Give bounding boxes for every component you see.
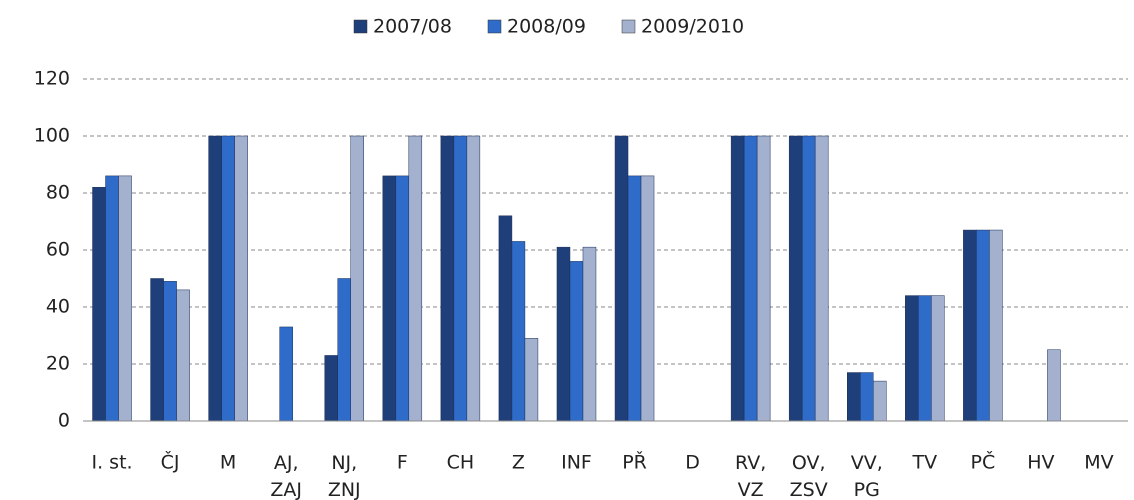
bar bbox=[847, 372, 861, 422]
x-tick-label: D bbox=[685, 452, 700, 474]
bar bbox=[614, 135, 629, 422]
legend-label: 2009/2010 bbox=[641, 16, 744, 38]
bar bbox=[788, 135, 803, 422]
y-tick-label: 100 bbox=[34, 125, 70, 147]
bar bbox=[627, 175, 642, 422]
y-tick-label: 80 bbox=[46, 182, 70, 204]
legend-swatch bbox=[487, 19, 502, 34]
bar bbox=[569, 261, 584, 422]
bar bbox=[498, 215, 513, 422]
x-tick-label: VV, PG bbox=[851, 452, 883, 500]
y-tick-label: 120 bbox=[34, 68, 70, 90]
bar bbox=[395, 175, 410, 422]
bar bbox=[382, 175, 397, 422]
x-tick-label: CH bbox=[447, 452, 475, 474]
legend-label: 2007/08 bbox=[373, 16, 452, 38]
legend-swatch bbox=[353, 19, 368, 34]
x-tick-label: RV, VZ bbox=[735, 452, 766, 500]
y-tick-label: 60 bbox=[46, 239, 70, 261]
bar bbox=[963, 229, 977, 422]
bar bbox=[453, 135, 468, 422]
bar bbox=[756, 135, 771, 422]
bar bbox=[105, 175, 119, 422]
bar bbox=[176, 289, 190, 422]
bar bbox=[1047, 349, 1061, 422]
bar bbox=[440, 135, 455, 422]
bar bbox=[873, 380, 887, 422]
bar bbox=[743, 135, 758, 422]
y-tick-label: 20 bbox=[46, 353, 70, 375]
bar bbox=[524, 338, 539, 422]
x-tick-label: PŘ bbox=[622, 451, 647, 474]
bar bbox=[466, 135, 481, 422]
bar bbox=[730, 135, 745, 422]
bar bbox=[208, 135, 222, 422]
bar bbox=[814, 135, 829, 422]
bar bbox=[234, 135, 248, 422]
bar bbox=[931, 295, 945, 422]
bar bbox=[279, 326, 293, 422]
bar bbox=[918, 295, 932, 422]
bar bbox=[350, 135, 364, 422]
legend-label: 2008/09 bbox=[507, 16, 586, 38]
x-tick-label: M bbox=[220, 452, 236, 474]
x-tick-label: HV bbox=[1027, 452, 1054, 474]
bar bbox=[989, 229, 1003, 422]
x-tick-label: NJ, ZNJ bbox=[328, 452, 361, 500]
x-tick-label: Z bbox=[512, 452, 525, 474]
bar bbox=[801, 135, 816, 422]
bar bbox=[163, 281, 177, 422]
bar bbox=[582, 246, 597, 422]
x-tick-label: ČJ bbox=[161, 450, 180, 474]
x-tick-label: PČ bbox=[970, 450, 995, 474]
bar bbox=[511, 241, 526, 422]
bar bbox=[408, 135, 423, 422]
x-tick-label: TV bbox=[912, 452, 938, 474]
legend-swatch bbox=[621, 19, 636, 34]
x-tick-label: MV bbox=[1084, 452, 1113, 474]
bar bbox=[118, 175, 132, 422]
bar bbox=[221, 135, 235, 422]
x-tick-label: AJ, ZAJ bbox=[270, 452, 302, 500]
x-tick-label: I. st. bbox=[91, 452, 132, 474]
y-tick-label: 40 bbox=[46, 296, 70, 318]
x-tick-label: F bbox=[397, 452, 408, 474]
bar bbox=[860, 372, 874, 422]
bar bbox=[324, 355, 338, 422]
bar bbox=[905, 295, 919, 422]
y-tick-label: 0 bbox=[58, 410, 70, 432]
bar bbox=[92, 187, 106, 422]
bar bbox=[556, 246, 571, 422]
bar bbox=[640, 175, 655, 422]
x-tick-label: OV, ZSV bbox=[790, 452, 828, 500]
x-tick-label: INF bbox=[561, 452, 592, 474]
bar bbox=[976, 229, 990, 422]
bar bbox=[337, 278, 351, 422]
bar bbox=[150, 278, 164, 422]
